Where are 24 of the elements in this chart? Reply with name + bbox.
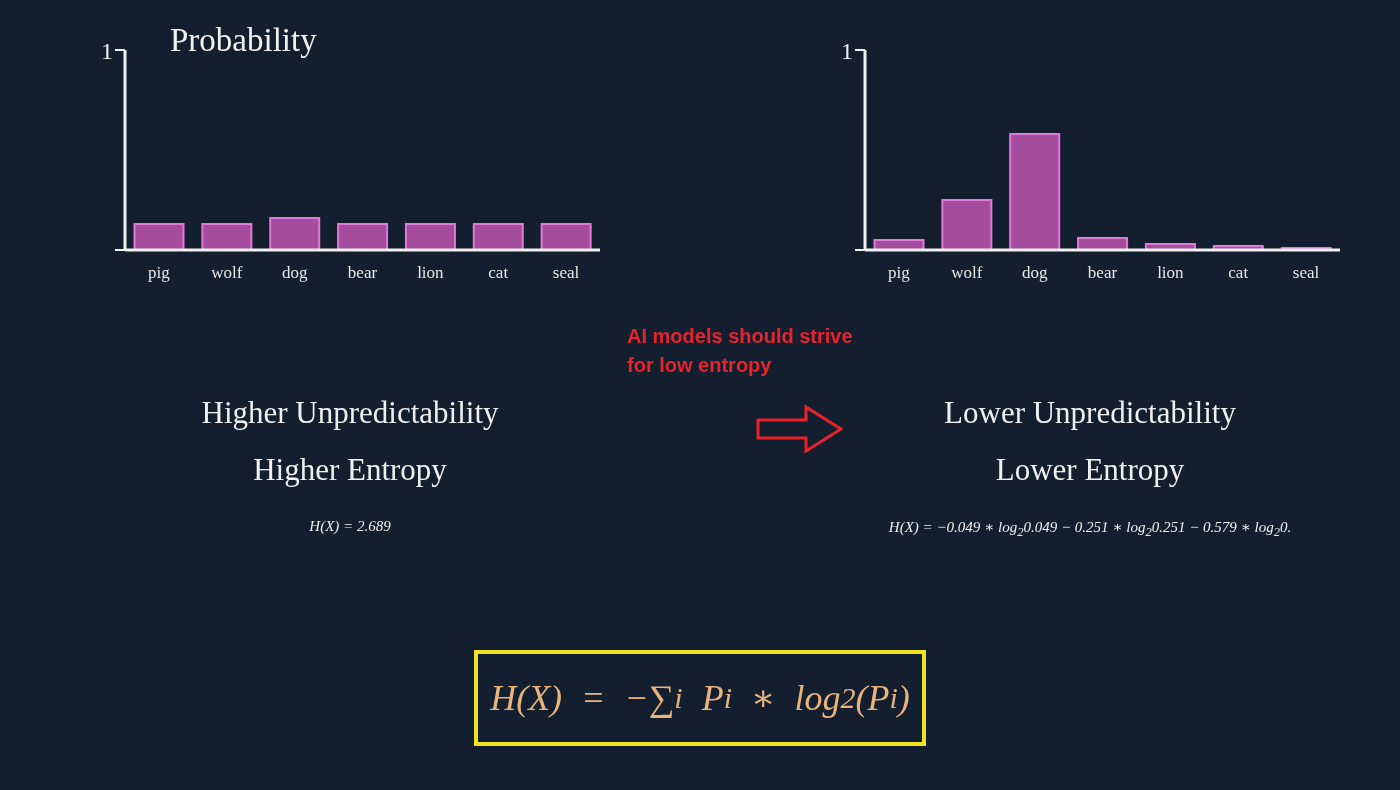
text: Lower Unpredictability [943, 395, 1237, 431]
x-tick-label: dog [1021, 263, 1048, 283]
x-tick-label: lion [417, 263, 445, 283]
x-tick-label: bear [347, 263, 378, 283]
x-tick-label: dog [281, 263, 308, 283]
chart-title: Probability [170, 22, 317, 59]
text: AI models should strive for low entropy [627, 324, 854, 378]
text: H(X) = 2.689 [308, 518, 392, 535]
x-tick-label: lion [1157, 263, 1185, 283]
y-tick-label: 1 [101, 37, 113, 64]
x-tick-label: seal [1292, 263, 1320, 283]
x-tick-label: pig [888, 263, 911, 283]
x-tick-label: seal [552, 263, 580, 283]
text: Higher Entropy [252, 452, 448, 488]
x-tick-label: cat [488, 263, 509, 283]
x-tick-label: bear [1087, 263, 1118, 283]
x-tick-label: wolf [951, 263, 983, 283]
text: H(X) = −0.049 ∗ log$_{2}$0.049 − 0.251 ∗ log$_{2}$0.251 − 0.579 ∗ log$_{2}$0. [887, 518, 1293, 540]
x-tick-label: wolf [211, 263, 243, 283]
x-tick-label: pig [148, 263, 171, 283]
text: Higher Unpredictability [200, 395, 500, 431]
text: Lower Entropy [994, 452, 1186, 488]
y-tick-label: 1 [841, 37, 853, 64]
x-tick-label: cat [1228, 263, 1249, 283]
